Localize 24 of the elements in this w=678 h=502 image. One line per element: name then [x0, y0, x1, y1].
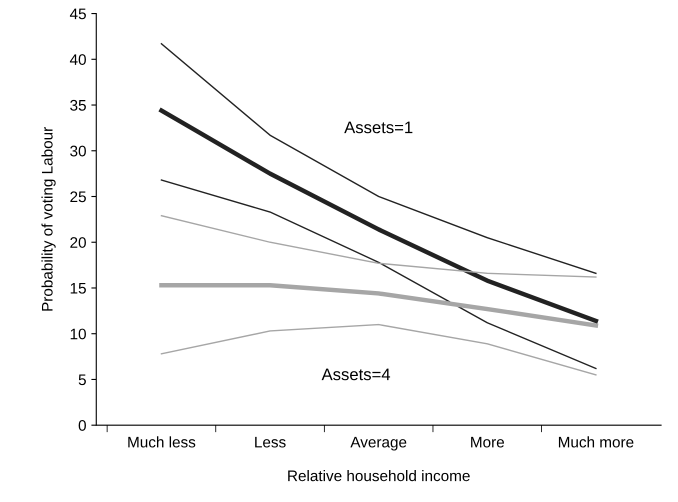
y-tick-label: 10 — [70, 328, 86, 340]
y-axis-title: Probability of voting Labour — [41, 127, 56, 311]
line-series — [159, 283, 598, 328]
y-tick-label: 5 — [78, 374, 86, 386]
annotation: Assets=1 — [344, 122, 412, 134]
line-series — [160, 43, 597, 274]
y-tick-label: 15 — [70, 283, 86, 294]
x-tick-label: Average — [350, 436, 406, 451]
x-tick-label: Less — [255, 436, 286, 448]
y-tick-label: 40 — [70, 54, 86, 65]
y-tick-label: 45 — [70, 8, 86, 20]
line-series — [160, 179, 597, 370]
x-tick-label: More — [471, 436, 504, 448]
x-axis-title: Relative household income — [288, 470, 470, 482]
y-tick-label: 20 — [70, 237, 86, 248]
y-tick-label: 35 — [70, 100, 86, 111]
annotation: Assets=4 — [322, 368, 390, 380]
y-tick-label: 25 — [70, 191, 86, 202]
x-tick-label: Much less — [128, 436, 196, 448]
line-series — [159, 108, 598, 324]
y-tick-label: 30 — [70, 146, 86, 156]
x-tick-label: Much more — [558, 436, 634, 448]
y-tick-label: 0 — [78, 420, 86, 431]
line-series — [160, 215, 597, 278]
